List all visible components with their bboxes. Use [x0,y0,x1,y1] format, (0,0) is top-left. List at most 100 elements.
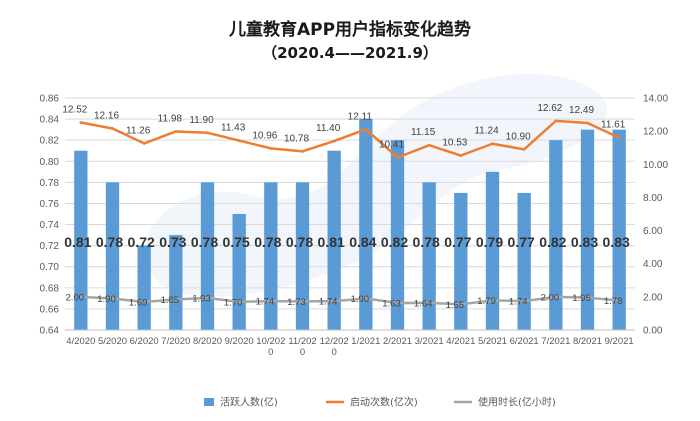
line-start-count-point [301,149,304,153]
x-tick-label: 6/2020 [130,336,159,347]
x-tick-label: 8/2021 [573,336,602,347]
y-left-tick-label: 0.68 [40,283,60,294]
bar-data-label: 0.81 [318,234,345,250]
x-tick-label: 4/2020 [66,336,95,347]
start-count-label: 11.43 [221,123,246,134]
bar-active-users [422,182,436,330]
bar-active-users [359,119,373,330]
line-usage-duration-point [522,299,526,303]
bar-data-label: 0.82 [539,234,566,250]
start-count-label: 11.24 [474,126,499,137]
x-tick-line: 11/202 [288,336,316,347]
legend-label: 活跃人数(亿) [220,396,278,409]
y-left-tick-label: 0.78 [40,178,60,189]
line-start-count-point [427,143,431,147]
line-start-count-point [554,119,558,123]
start-count-label: 11.90 [189,115,214,126]
duration-label: 1.70 [224,297,243,308]
bar-active-users [549,140,563,330]
line-usage-duration-point [617,299,621,302]
duration-label: 1.55 [446,300,465,311]
bar-data-label: 0.84 [349,234,376,250]
start-count-label: 10.96 [252,130,277,141]
legend-swatch [204,398,214,406]
line-usage-duration-point [364,297,368,300]
chart-title: 儿童教育APP用户指标变化趋势 [228,19,471,40]
line-start-count-point [237,139,241,142]
bar-data-label: 0.72 [128,234,155,250]
line-start-count-point [142,142,146,145]
y-right-tick-label: 10.00 [643,160,668,171]
duration-label: 1.64 [414,298,433,309]
legend-label: 使用时长(亿小时) [478,396,556,409]
line-start-count-point [586,121,589,125]
duration-label: 1.63 [382,298,401,309]
y-left-tick-label: 0.64 [40,326,60,337]
bar-active-users [454,192,468,330]
bar-active-users [105,182,120,330]
start-count-label: 10.78 [284,133,309,144]
y-right-tick-label: 4.00 [643,259,663,270]
bar-active-users [232,214,246,330]
line-start-count-point [396,156,399,159]
bar-active-users [327,150,341,330]
start-count-label: 10.90 [506,131,531,142]
line-usage-duration-point [427,301,431,305]
line-usage-duration-point [396,301,399,305]
duration-label: 2.00 [541,292,560,303]
start-count-label: 10.41 [379,139,404,150]
x-tick-label: 2/2021 [383,336,412,347]
bar-active-users [580,129,595,330]
start-count-label: 11.98 [158,113,183,124]
y-right-tick-label: 14.00 [643,94,668,105]
y-left-tick-label: 0.80 [40,157,60,168]
line-usage-duration-point [142,300,146,304]
start-count-label: 12.49 [569,105,594,116]
bar-active-users [137,245,151,330]
bar-active-users [295,182,310,330]
x-tick-label: 5/2020 [98,336,127,347]
line-start-count-point [206,131,209,135]
y-right-tick-label: 6.00 [643,226,663,237]
x-tick-label: 5/2021 [478,336,507,347]
legend-label: 启动次数(亿次) [350,396,418,409]
duration-label: 1.79 [477,296,496,307]
line-start-count-point [79,121,83,124]
bar-data-label: 0.83 [603,234,630,250]
y-left-tick-label: 0.76 [40,199,60,210]
bar-data-label: 0.83 [571,234,598,250]
line-usage-duration-point [206,296,209,300]
x-tick-label: 1/2021 [351,336,380,347]
line-usage-duration-point [554,295,558,299]
x-tick-line: 0 [332,347,337,358]
legend: 活跃人数(亿) 启动次数(亿次) 使用时长(亿小时) [204,396,556,409]
x-tick-label: 7/2021 [541,336,570,347]
x-tick-label: 10/202 0 [256,336,285,358]
x-tick-label: 11/202 0 [288,336,316,358]
duration-label: 1.78 [604,296,623,307]
y-right-tick-label: 0.00 [643,326,663,337]
x-tick-line: 0 [300,347,305,358]
bar-data-label: 0.77 [444,234,471,250]
line-usage-duration-point [301,299,304,303]
x-tick-label: 4/2021 [446,336,475,347]
duration-label: 1.93 [192,294,211,305]
y-left-tick-label: 0.70 [40,262,60,273]
bar-active-users [612,129,626,330]
bar-active-users [390,140,405,330]
duration-label: 1.85 [161,295,180,306]
label-layer: 0.81 0.78 0.72 0.73 0.78 0.75 0.78 0.78 0.81 0.84… [62,103,630,311]
x-tick-label: 9/2021 [605,336,634,347]
chart-subtitle: （2020.4——2021.9） [262,44,438,62]
start-count-label: 11.61 [601,120,626,131]
bar-active-users [485,171,500,330]
line-start-count-point [269,146,273,150]
start-count-label: 12.52 [62,105,87,116]
line-usage-duration [80,295,620,306]
bar-active-users [200,182,215,330]
bar-data-label: 0.79 [476,234,503,250]
start-count-label: 11.15 [411,127,436,138]
axis-layer: 0.86 0.84 0.82 0.80 0.78 0.76 0.74 0.72 0.70 0.68… [40,94,669,359]
